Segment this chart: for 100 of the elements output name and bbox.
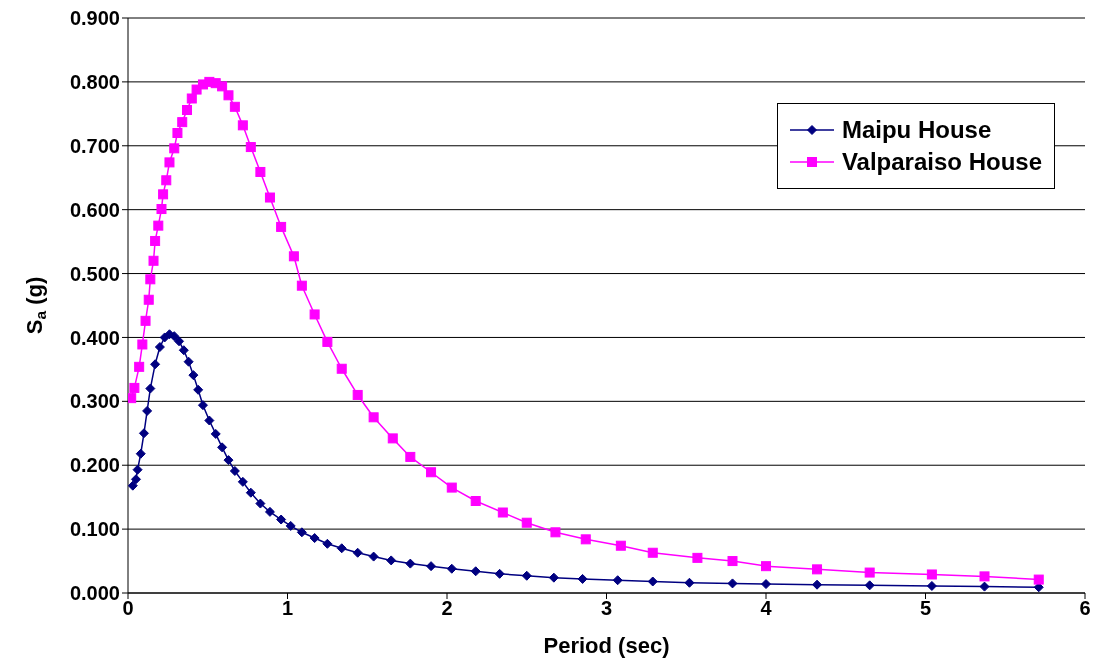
- point: [153, 220, 164, 231]
- point: [182, 105, 193, 115]
- x-tick-label: 4: [760, 597, 773, 620]
- point: [210, 428, 221, 439]
- point: [864, 567, 875, 578]
- x-tick-label: 5: [919, 597, 932, 620]
- point: [580, 534, 591, 545]
- point: [309, 533, 320, 544]
- point: [494, 568, 505, 579]
- point: [186, 93, 197, 104]
- point: [134, 361, 145, 372]
- point: [138, 428, 149, 439]
- point: [426, 561, 437, 572]
- point: [864, 580, 875, 591]
- point: [148, 255, 159, 266]
- point: [470, 496, 481, 506]
- point: [223, 90, 234, 101]
- point: [140, 315, 151, 326]
- point: [130, 474, 141, 485]
- point: [169, 143, 180, 154]
- y-tick-label: 0.700: [69, 134, 120, 157]
- y-tick-label: 0.200: [69, 454, 120, 477]
- point: [150, 235, 161, 246]
- point: [336, 363, 347, 374]
- point: [426, 467, 437, 478]
- point: [577, 573, 588, 584]
- point: [132, 464, 143, 475]
- point: [387, 433, 398, 444]
- point: [309, 309, 320, 320]
- x-axis-title: Period (sec): [543, 633, 670, 658]
- point: [264, 506, 275, 517]
- point: [154, 342, 165, 353]
- point: [237, 120, 248, 131]
- point: [761, 579, 771, 590]
- x-tick-label: 3: [600, 597, 613, 620]
- point: [812, 564, 823, 575]
- point: [229, 465, 240, 476]
- point: [352, 547, 363, 558]
- point: [692, 552, 703, 563]
- point: [368, 412, 379, 423]
- point: [386, 555, 397, 566]
- point: [979, 581, 990, 592]
- point: [285, 520, 296, 531]
- point: [405, 451, 416, 462]
- point: [204, 415, 215, 426]
- point: [727, 578, 738, 589]
- point: [143, 294, 154, 305]
- point: [926, 580, 937, 591]
- point: [245, 142, 256, 153]
- point: [446, 482, 457, 493]
- point: [237, 476, 248, 487]
- point: [177, 117, 188, 128]
- point: [172, 128, 183, 138]
- point: [197, 400, 208, 411]
- point: [336, 543, 347, 554]
- point: [550, 527, 561, 538]
- legend-label: Maipu House: [841, 116, 992, 144]
- point: [322, 538, 333, 549]
- point: [761, 561, 771, 572]
- point: [183, 356, 194, 367]
- point: [352, 389, 363, 400]
- point: [322, 336, 333, 347]
- x-tick-label: 2: [441, 597, 453, 620]
- point: [129, 382, 140, 393]
- point: [276, 514, 287, 525]
- point: [128, 393, 137, 404]
- point: [612, 575, 623, 586]
- point: [405, 558, 416, 569]
- y-tick-label: 0.000: [69, 582, 120, 605]
- y-tick-label: 0.400: [69, 326, 120, 349]
- point: [217, 442, 228, 453]
- legend-label: Valparaiso House: [841, 148, 1042, 176]
- point: [217, 81, 228, 92]
- point: [145, 274, 156, 285]
- point: [229, 101, 240, 112]
- point: [223, 455, 234, 466]
- point: [276, 221, 287, 232]
- point: [174, 336, 185, 347]
- point: [156, 204, 167, 215]
- y-tick-label: 0.500: [69, 262, 120, 285]
- point: [368, 551, 379, 562]
- point: [142, 405, 153, 416]
- point: [288, 251, 299, 262]
- point: [446, 563, 457, 574]
- point: [470, 566, 481, 577]
- point: [979, 571, 990, 582]
- point: [727, 556, 738, 567]
- point: [245, 487, 256, 498]
- point: [255, 166, 266, 177]
- point: [264, 192, 275, 203]
- point: [296, 280, 307, 291]
- point: [812, 579, 823, 590]
- y-tick-label: 0.300: [69, 390, 120, 413]
- y-tick-label: 0.900: [69, 7, 120, 30]
- point: [188, 370, 199, 381]
- point: [615, 540, 626, 551]
- point: [647, 547, 658, 558]
- point: [135, 448, 146, 459]
- x-tick-label: 1: [281, 597, 294, 620]
- point: [296, 527, 307, 538]
